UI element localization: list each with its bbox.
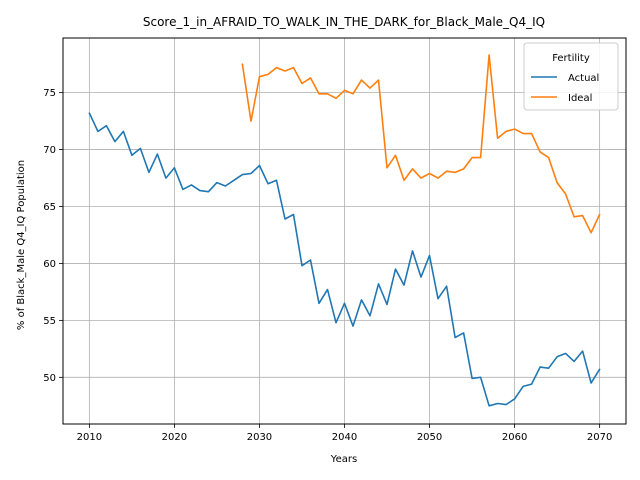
x-axis-label: Years: [330, 454, 357, 465]
grid-lines: [63, 38, 626, 424]
y-axis-label: % of Black_Male Q4_IQ Population: [16, 160, 27, 330]
legend-label-ideal: Ideal: [568, 93, 592, 104]
y-tick-label-70: 70: [43, 145, 56, 156]
y-axis-ticks: 50 55 60 65 70 75: [43, 88, 63, 384]
x-tick-label-2030: 2030: [247, 432, 272, 443]
y-tick-label-65: 65: [43, 202, 56, 213]
legend-label-actual: Actual: [568, 73, 599, 84]
x-axis-ticks: 2010 2020 2030 2040 2050 2060 2070: [77, 424, 612, 443]
x-tick-label-2040: 2040: [332, 432, 357, 443]
series-layer: [88, 54, 601, 407]
y-tick-label-55: 55: [43, 316, 56, 327]
x-tick-label-2060: 2060: [502, 432, 527, 443]
x-tick-label-2020: 2020: [162, 432, 187, 443]
legend-title: Fertility: [552, 53, 590, 64]
y-tick-label-60: 60: [43, 259, 56, 270]
x-tick-label-2070: 2070: [587, 432, 612, 443]
y-tick-label-75: 75: [43, 88, 56, 99]
x-tick-label-2050: 2050: [417, 432, 442, 443]
chart-title: Score_1_in_AFRAID_TO_WALK_IN_THE_DARK_fo…: [143, 15, 545, 29]
x-tick-label-2010: 2010: [77, 432, 102, 443]
legend-box: [523, 42, 619, 111]
series-line-ideal: [241, 54, 601, 234]
legend: Fertility Actual Ideal: [523, 42, 619, 111]
series-line-actual: [88, 112, 601, 407]
y-tick-label-50: 50: [43, 373, 56, 384]
